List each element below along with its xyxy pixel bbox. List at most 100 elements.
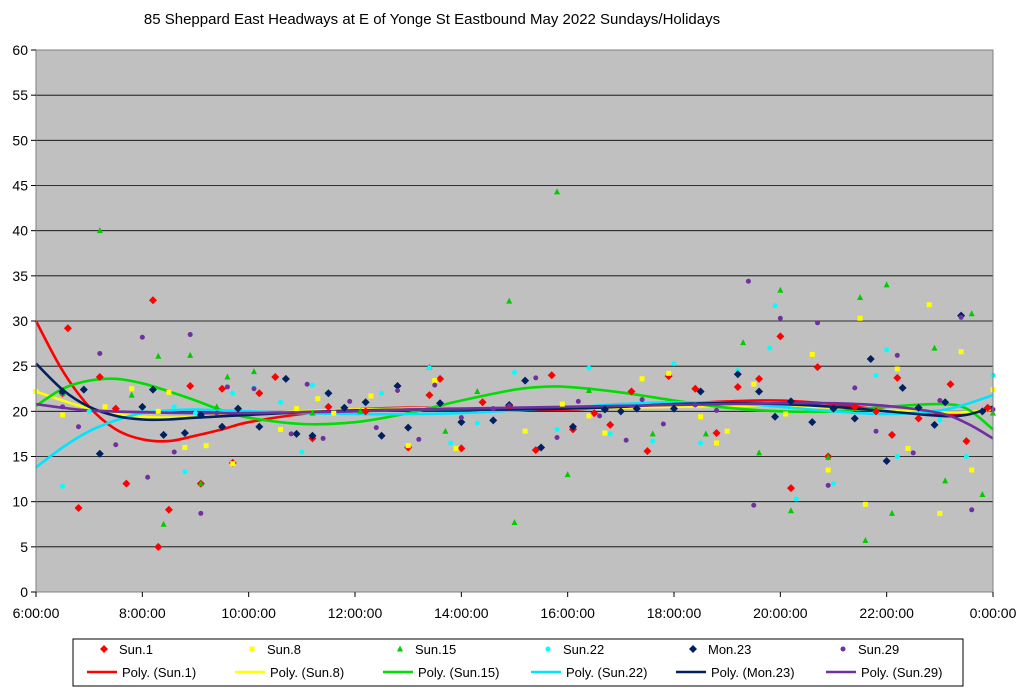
legend-label: Poly. (Sun.8) bbox=[270, 665, 344, 680]
data-point bbox=[607, 431, 613, 437]
data-point bbox=[58, 387, 67, 396]
data-point bbox=[745, 278, 751, 284]
x-tick-label: 8:00:00 bbox=[119, 605, 166, 621]
data-point bbox=[857, 315, 863, 321]
data-point bbox=[733, 382, 742, 391]
data-point bbox=[751, 502, 757, 508]
data-point bbox=[537, 443, 546, 452]
data-point bbox=[522, 428, 528, 434]
y-tick-label: 10 bbox=[12, 494, 28, 510]
data-point bbox=[309, 409, 316, 416]
data-point bbox=[894, 366, 900, 372]
data-point bbox=[714, 440, 720, 446]
y-axis: 0 5 10 15 20 25 30 35 40 45 50 55 60 bbox=[12, 42, 36, 600]
data-point bbox=[138, 402, 147, 411]
data-point bbox=[733, 370, 742, 379]
data-point bbox=[251, 386, 257, 392]
x-tick-label: 20:00:00 bbox=[753, 605, 808, 621]
data-point bbox=[361, 407, 370, 416]
data-point bbox=[825, 482, 831, 488]
data-point bbox=[255, 389, 264, 398]
data-point bbox=[862, 537, 869, 544]
data-point bbox=[670, 404, 678, 413]
data-point bbox=[554, 426, 560, 432]
data-point bbox=[377, 431, 386, 440]
data-point bbox=[942, 477, 949, 484]
data-point bbox=[978, 407, 987, 416]
data-point bbox=[102, 404, 108, 410]
y-tick-label: 20 bbox=[12, 403, 28, 419]
data-point bbox=[203, 443, 209, 449]
data-point bbox=[740, 339, 747, 346]
data-point bbox=[489, 416, 498, 425]
data-point bbox=[76, 424, 82, 430]
data-point bbox=[139, 334, 145, 340]
data-point bbox=[893, 373, 902, 382]
chart-title: 85 Sheppard East Headways at E of Yonge … bbox=[144, 11, 720, 28]
data-point bbox=[490, 406, 496, 412]
data-point bbox=[905, 445, 911, 451]
data-point bbox=[910, 450, 916, 456]
data-point bbox=[776, 332, 785, 341]
data-point bbox=[148, 296, 157, 305]
data-point bbox=[930, 420, 939, 429]
data-point bbox=[787, 507, 794, 514]
data-point bbox=[154, 542, 163, 551]
y-tick-label: 30 bbox=[12, 313, 28, 329]
data-point bbox=[600, 405, 609, 414]
trendline-poly-sun-22- bbox=[35, 393, 994, 469]
data-point bbox=[772, 303, 778, 309]
data-point bbox=[379, 390, 385, 396]
legend-marker bbox=[689, 645, 697, 653]
data-point bbox=[324, 389, 333, 398]
data-point bbox=[568, 422, 577, 431]
data-point bbox=[627, 387, 636, 396]
gridlines bbox=[36, 94, 993, 548]
data-point bbox=[884, 347, 890, 353]
data-point bbox=[963, 454, 969, 459]
data-point bbox=[586, 365, 592, 371]
data-point bbox=[155, 352, 162, 359]
data-point bbox=[122, 479, 131, 488]
data-point bbox=[230, 390, 236, 396]
y-tick-label: 35 bbox=[12, 268, 28, 284]
data-point bbox=[771, 412, 780, 421]
data-point bbox=[531, 446, 540, 455]
data-point bbox=[171, 404, 177, 410]
data-point bbox=[474, 387, 481, 394]
data-point bbox=[457, 418, 466, 427]
data-point bbox=[393, 382, 402, 391]
data-point bbox=[292, 429, 301, 438]
data-points bbox=[33, 188, 996, 551]
data-point bbox=[926, 302, 932, 308]
data-point bbox=[914, 403, 923, 412]
legend-marker bbox=[249, 646, 255, 652]
data-point bbox=[218, 384, 227, 393]
x-tick-label: 16:00:00 bbox=[540, 605, 595, 621]
data-point bbox=[793, 496, 799, 502]
data-point bbox=[250, 368, 257, 375]
data-point bbox=[506, 403, 512, 409]
y-tick-label: 5 bbox=[20, 539, 28, 555]
x-axis: 6:00:00 8:00:00 10:00:00 12:00:00 14:00:00 16… bbox=[13, 592, 1017, 621]
data-point bbox=[213, 403, 220, 410]
data-point bbox=[95, 373, 104, 382]
data-point bbox=[361, 398, 370, 407]
data-point bbox=[533, 375, 539, 381]
data-point bbox=[777, 286, 784, 293]
data-point bbox=[368, 393, 374, 399]
data-point bbox=[937, 417, 943, 423]
data-point bbox=[113, 442, 119, 448]
data-point bbox=[271, 373, 280, 382]
data-point bbox=[521, 376, 530, 385]
data-point bbox=[148, 385, 157, 394]
data-point bbox=[193, 410, 198, 416]
data-point bbox=[182, 444, 188, 450]
data-point bbox=[696, 387, 705, 396]
data-point bbox=[666, 370, 672, 376]
data-point bbox=[197, 480, 204, 487]
data-point bbox=[712, 429, 721, 438]
data-point bbox=[862, 501, 868, 507]
data-point bbox=[850, 414, 859, 423]
data-point bbox=[643, 447, 652, 456]
